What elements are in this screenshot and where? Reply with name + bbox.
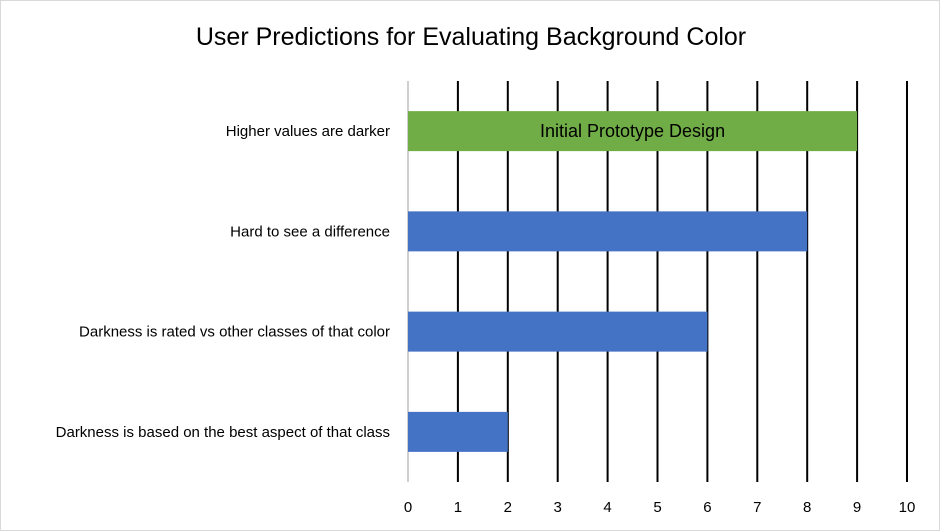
bar <box>408 311 708 352</box>
x-tick-label: 6 <box>703 499 711 516</box>
category-label: Hard to see a difference <box>230 223 390 240</box>
x-tick-label: 10 <box>899 499 916 516</box>
bar <box>408 411 508 452</box>
category-label: Darkness is rated vs other classes of th… <box>79 324 390 341</box>
x-tick-label: 0 <box>404 499 412 516</box>
bar <box>408 211 808 252</box>
x-tick-label: 7 <box>753 499 761 516</box>
x-tick-label: 1 <box>454 499 462 516</box>
x-tick-label: 8 <box>803 499 811 516</box>
bars <box>408 111 858 452</box>
x-tick-label: 4 <box>603 499 611 516</box>
annotations: Initial Prototype Design <box>540 121 725 141</box>
x-tick-labels: 0 1 2 3 4 5 6 7 8 9 10 <box>404 499 916 516</box>
x-tick-label: 9 <box>853 499 861 516</box>
bar <box>408 111 858 152</box>
category-label: Higher values are darker <box>226 123 390 140</box>
category-label: Darkness is based on the best aspect of … <box>56 424 390 441</box>
x-tick-label: 3 <box>554 499 562 516</box>
x-tick-label: 2 <box>504 499 512 516</box>
chart-title: User Predictions for Evaluating Backgrou… <box>196 23 746 51</box>
bar-annotation: Initial Prototype Design <box>540 121 725 141</box>
category-labels: Higher values are darker Hard to see a di… <box>56 123 390 441</box>
x-tick-label: 5 <box>653 499 661 516</box>
